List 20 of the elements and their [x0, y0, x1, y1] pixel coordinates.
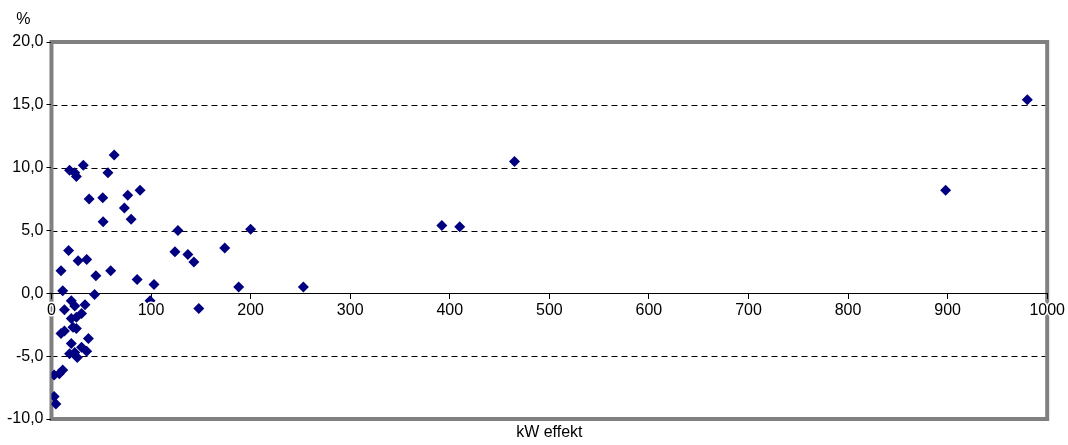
y-tick-label: 5,0 [21, 220, 44, 238]
x-tick-label: 900 [934, 301, 962, 319]
y-tick-label: 10,0 [12, 158, 44, 176]
y-tick-label: 20,0 [12, 32, 44, 50]
y-tick-label: -5,0 [15, 346, 44, 364]
x-tick-label: 1000 [1029, 301, 1066, 319]
y-axis-title: % [16, 10, 31, 28]
x-tick-label: 0 [47, 301, 57, 319]
y-tick-label: 0,0 [21, 283, 44, 301]
x-tick-label: 500 [535, 301, 563, 319]
x-tick-label: 400 [436, 301, 464, 319]
x-tick-label: 200 [237, 301, 265, 319]
x-tick-label: 300 [336, 301, 364, 319]
x-tick-label: 600 [635, 301, 663, 319]
x-tick-label: 700 [735, 301, 762, 319]
x-tick-label: 800 [834, 301, 862, 319]
y-tick-label: 15,0 [12, 95, 44, 113]
x-tick-label: 100 [137, 301, 165, 319]
x-axis-title: kW effekt [516, 423, 584, 441]
y-tick-label: -10,0 [7, 409, 44, 427]
